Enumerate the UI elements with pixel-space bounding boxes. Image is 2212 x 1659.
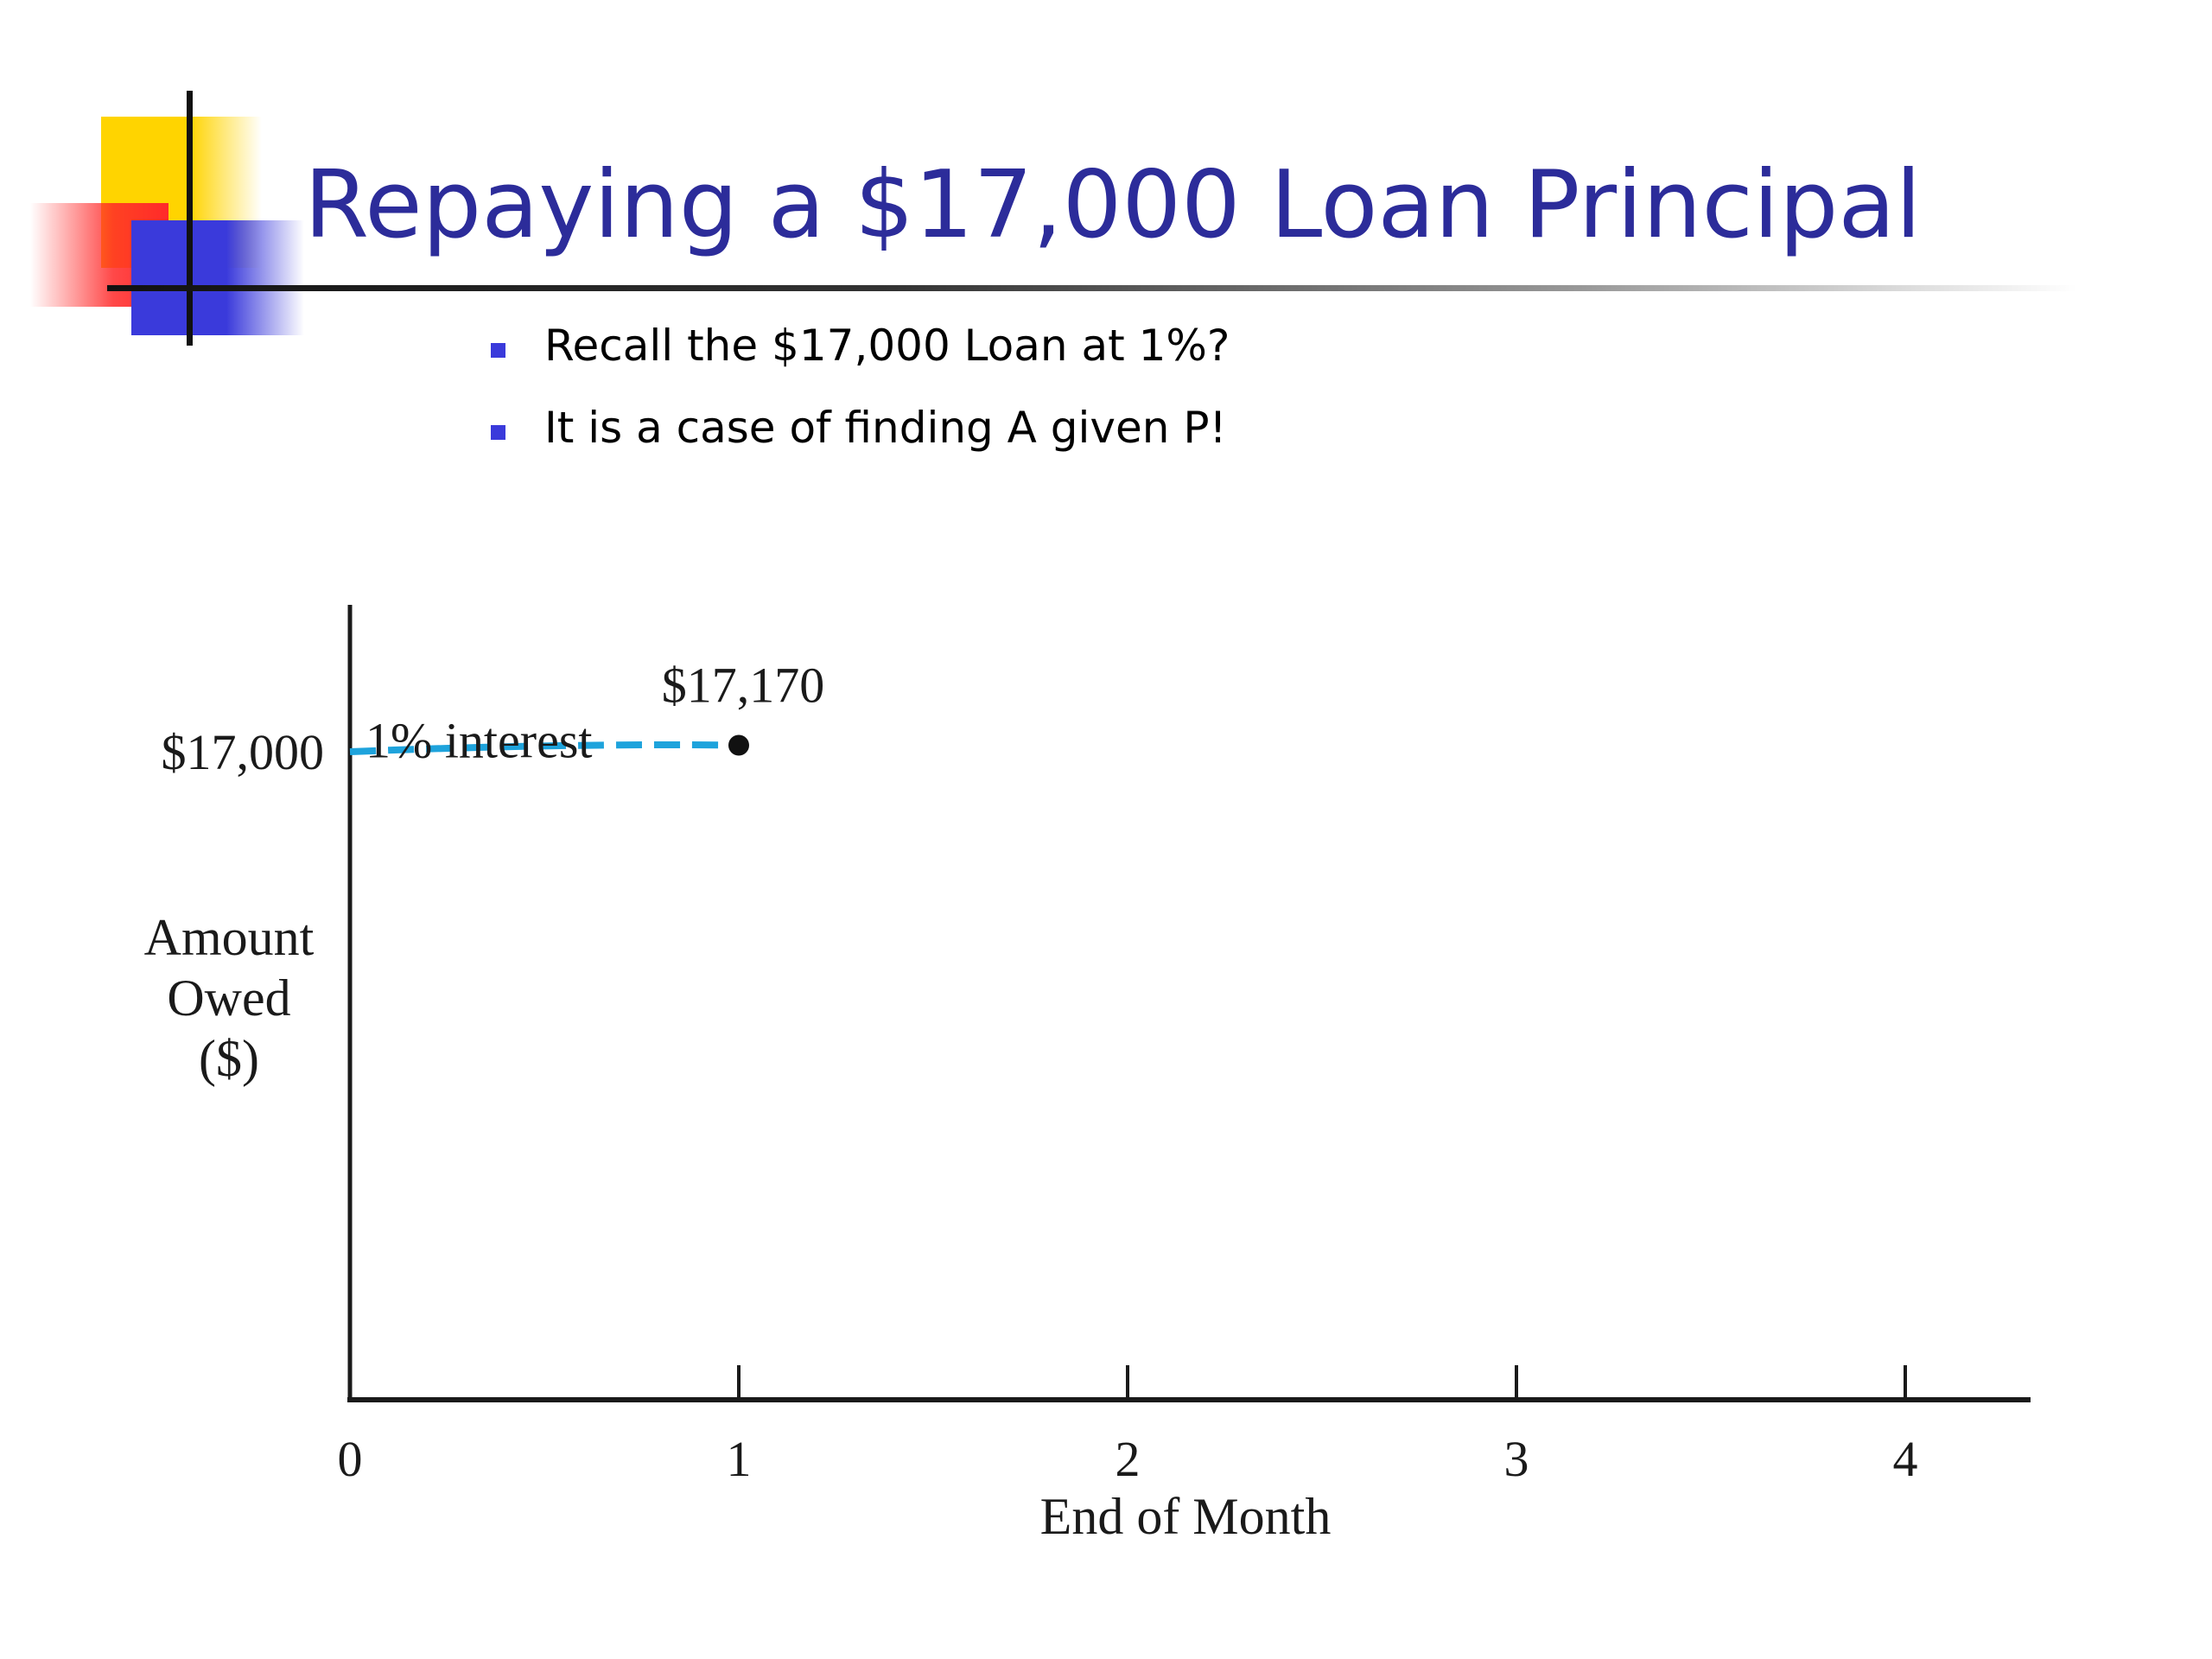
decoration-blue-square	[131, 220, 304, 335]
bullet-list: Recall the $17,000 Loan at 1%? It is a c…	[484, 315, 1230, 480]
y-tick-labels: $17,000	[162, 724, 325, 780]
y-axis-label-line: Amount	[144, 909, 315, 966]
x-tick-label: 2	[1116, 1431, 1141, 1487]
bullet-item-recall: Recall the $17,000 Loan at 1%?	[484, 315, 1230, 397]
x-ticks: 0 1 2 3 4	[338, 1365, 1918, 1487]
title-decoration	[0, 0, 346, 363]
x-tick-label: 4	[1893, 1431, 1918, 1487]
chart-annotation: 1% interest	[365, 712, 593, 768]
decoration-vertical-line	[187, 91, 193, 346]
chart-annotations: 1% interest	[365, 712, 593, 768]
x-tick-label: 1	[727, 1431, 752, 1487]
y-axis-label-line: Owed	[167, 969, 290, 1027]
x-axis-label: End of Month	[1040, 1488, 1332, 1545]
bullet-text-recall: Recall the $17,000 Loan at 1%?	[544, 321, 1230, 371]
bullet-text-case: It is a case of finding A given P!	[544, 403, 1227, 453]
bullet-square-icon	[491, 343, 505, 358]
slide-title: Repaying a $17,000 Loan Principal	[304, 151, 1922, 259]
end-point-marker	[728, 734, 749, 756]
bullet-item-case: It is a case of finding A given P!	[484, 397, 1230, 480]
title-underline	[107, 285, 2077, 291]
bullet-square-icon	[491, 425, 505, 440]
x-tick-label: 3	[1504, 1431, 1529, 1487]
interest-curve	[349, 741, 740, 755]
y-tick-label: $17,000	[162, 724, 325, 780]
end-point-label: $17,170	[662, 658, 825, 714]
x-tick-label: 0	[338, 1431, 363, 1487]
y-axis-label-line: ($)	[199, 1030, 259, 1087]
